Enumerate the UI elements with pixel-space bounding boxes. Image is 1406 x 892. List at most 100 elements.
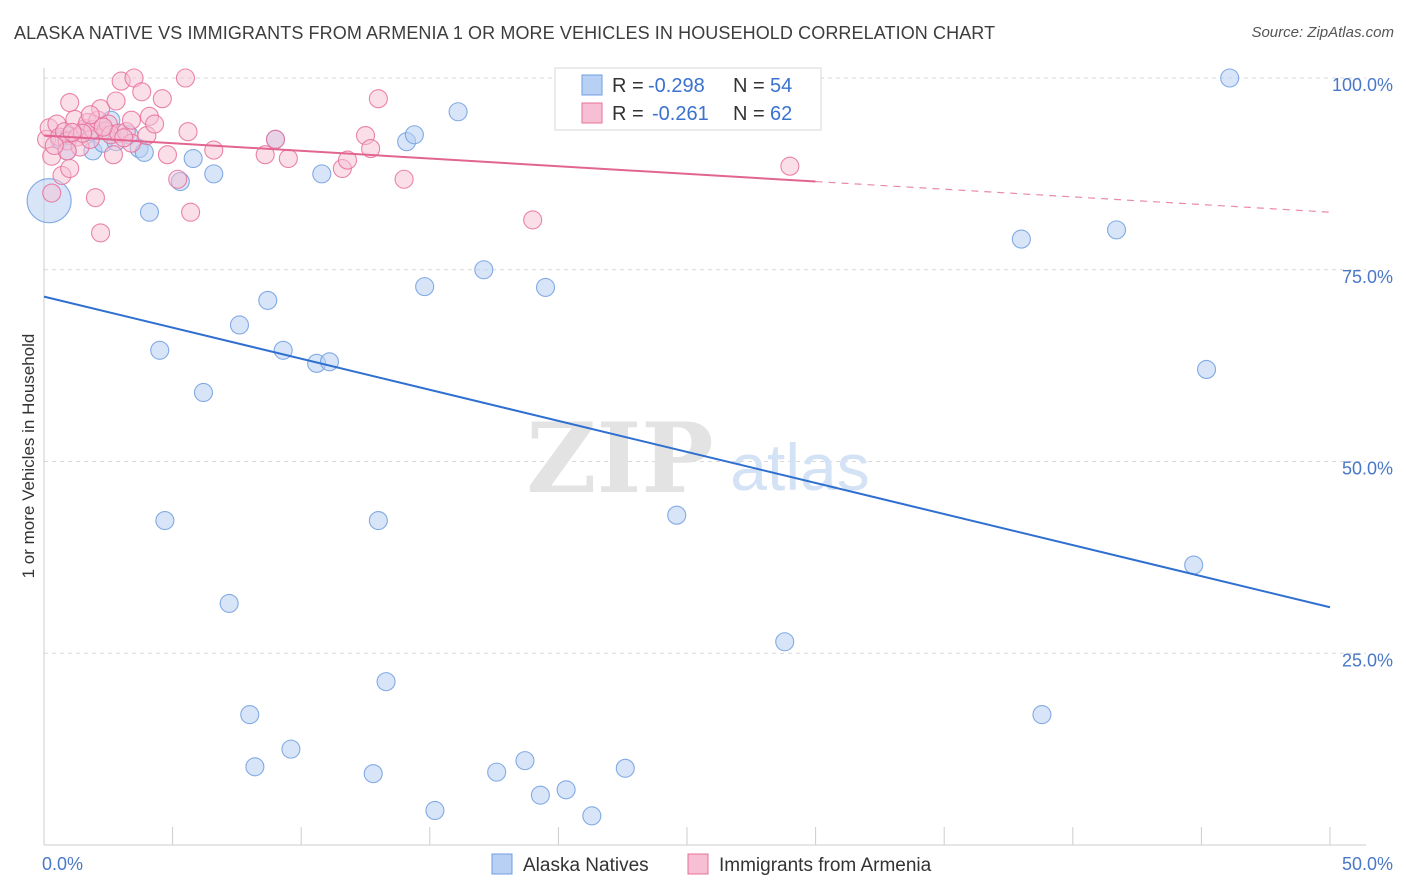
source-credit: Source: ZipAtlas.com — [1251, 24, 1394, 41]
point-armenia — [181, 202, 201, 222]
point-alaska-native — [150, 340, 170, 360]
point-armenia — [44, 135, 64, 156]
point-alaska-native — [474, 260, 494, 280]
point-armenia — [780, 156, 800, 176]
point-alaska-native — [615, 758, 635, 778]
point-alaska-native — [240, 705, 260, 725]
point-armenia — [255, 145, 275, 165]
y-axis-label: 1 or more Vehicles in Household — [19, 334, 38, 579]
y-tick-label: 100.0% — [1332, 75, 1393, 95]
y-tick-label: 50.0% — [1342, 459, 1393, 479]
point-armenia — [178, 122, 198, 142]
point-armenia — [175, 68, 196, 88]
point-alaska-native — [530, 785, 550, 805]
point-armenia — [168, 169, 188, 189]
point-alaska-native — [229, 315, 250, 335]
point-armenia — [394, 169, 414, 189]
point-alaska-native — [193, 382, 214, 403]
legend-n-label-armenia: N = — [733, 103, 765, 125]
point-alaska-native — [281, 739, 301, 759]
point-armenia — [85, 188, 105, 208]
point-alaska-native — [245, 757, 265, 777]
point-armenia — [60, 158, 80, 179]
legend-r-label-alaska: R = — [612, 75, 644, 97]
point-armenia — [265, 129, 286, 149]
point-armenia — [368, 89, 388, 109]
series-legend-label-armenia: Immigrants from Armenia — [719, 855, 932, 876]
point-armenia — [42, 183, 62, 203]
point-armenia — [132, 82, 152, 102]
point-armenia — [278, 148, 298, 169]
legend-swatch-armenia — [581, 102, 603, 124]
trend-line-armenia — [43, 134, 816, 183]
point-armenia — [60, 92, 80, 113]
point-alaska-native — [139, 202, 160, 222]
point-alaska-native — [363, 764, 383, 784]
point-armenia — [93, 117, 113, 137]
data-points — [26, 68, 1240, 826]
point-alaska-native — [1106, 220, 1127, 240]
legend-n-value-armenia: 62 — [770, 103, 792, 125]
point-alaska-native — [1196, 359, 1217, 380]
y-tick-label: 25.0% — [1342, 650, 1393, 670]
point-alaska-native — [183, 148, 203, 169]
point-alaska-native — [1184, 555, 1204, 575]
legend-r-label-armenia: R = — [612, 103, 644, 125]
x-tick-label: 0.0% — [42, 854, 83, 874]
point-alaska-native — [515, 751, 535, 771]
point-alaska-native — [219, 593, 239, 613]
point-alaska-native — [775, 632, 795, 652]
point-armenia — [204, 140, 224, 160]
point-armenia — [157, 145, 178, 165]
point-alaska-native — [487, 762, 507, 782]
series-legend-label-alaska: Alaska Natives — [523, 855, 649, 876]
trend-line-armenia-extrapolated — [815, 180, 1331, 213]
point-alaska-native — [376, 672, 396, 692]
point-alaska-native — [258, 290, 278, 310]
series-legend-swatch-armenia — [687, 853, 709, 875]
point-armenia — [106, 91, 126, 111]
trend-line-alaska — [43, 295, 1331, 609]
point-armenia — [103, 145, 123, 165]
point-armenia — [337, 150, 358, 170]
series-legend-swatch-alaska — [491, 853, 513, 875]
x-tick-label: 50.0% — [1342, 854, 1393, 874]
point-alaska-native — [1011, 229, 1031, 249]
correlation-legend: R = -0.298 N = 54 R = -0.261 N = 62 — [554, 67, 822, 131]
trend-lines — [43, 134, 1331, 609]
point-alaska-native — [1032, 705, 1052, 725]
point-alaska-native — [404, 125, 424, 145]
chart-title: ALASKA NATIVE VS IMMIGRANTS FROM ARMENIA… — [14, 23, 996, 43]
grid-lines — [44, 77, 1366, 654]
point-armenia — [152, 89, 172, 109]
point-armenia — [145, 114, 165, 134]
point-alaska-native — [582, 806, 602, 826]
y-tick-label: 75.0% — [1342, 267, 1393, 287]
point-alaska-native — [425, 800, 445, 821]
point-alaska-native — [204, 164, 224, 184]
point-armenia — [361, 139, 381, 159]
point-alaska-native — [667, 505, 687, 525]
legend-r-value-alaska: -0.298 — [648, 75, 705, 97]
point-alaska-native — [155, 511, 175, 531]
legend-swatch-alaska — [581, 74, 603, 96]
point-alaska-native — [535, 277, 556, 297]
point-armenia — [114, 128, 134, 148]
point-armenia — [91, 223, 111, 243]
point-armenia — [121, 110, 141, 130]
point-armenia — [62, 122, 82, 143]
legend-n-label-alaska: N = — [733, 75, 765, 97]
series-legend: Alaska Natives Immigrants from Armenia — [491, 853, 932, 876]
point-alaska-native — [415, 277, 435, 297]
tick-labels: 25.0% 50.0% 75.0% 100.0% 0.0% 50.0% — [42, 75, 1393, 874]
point-alaska-native — [556, 780, 576, 800]
point-armenia — [523, 210, 543, 230]
point-alaska-native — [312, 164, 332, 184]
point-armenia — [80, 105, 100, 125]
point-alaska-native — [368, 511, 388, 531]
point-alaska-native — [448, 102, 468, 122]
legend-r-value-armenia: -0.261 — [652, 103, 709, 125]
point-alaska-native — [1220, 68, 1240, 88]
legend-n-value-alaska: 54 — [770, 75, 792, 97]
